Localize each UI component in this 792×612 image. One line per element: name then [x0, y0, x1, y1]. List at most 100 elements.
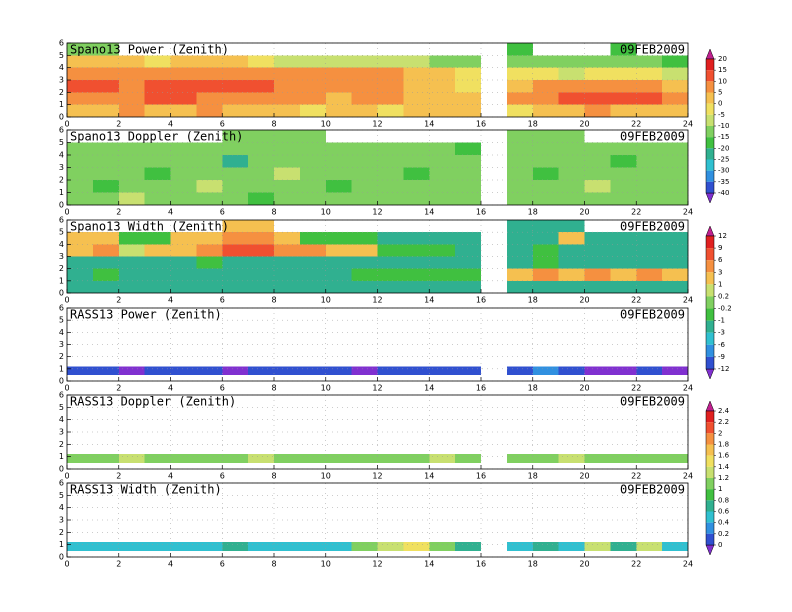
heat-cell	[351, 104, 378, 117]
heat-cell	[636, 142, 663, 155]
heat-cell	[92, 268, 119, 281]
heat-cell	[403, 244, 430, 257]
y-tick-label: 4	[59, 63, 64, 72]
heat-cell	[455, 104, 481, 117]
y-tick-label: 2	[59, 440, 64, 449]
x-tick-label: 16	[476, 120, 486, 129]
heat-cell	[377, 167, 404, 180]
panel-date: 09FEB2009	[620, 130, 685, 144]
heat-cell	[325, 280, 352, 293]
heat-cell	[662, 142, 688, 155]
x-tick-label: 12	[372, 120, 382, 129]
heat-cell	[455, 92, 481, 105]
x-tick-label: 8	[271, 208, 276, 217]
heat-cell	[636, 155, 663, 168]
heat-cell	[558, 104, 585, 117]
heat-cell	[610, 542, 637, 551]
plot-frame	[66, 307, 689, 382]
heat-cell	[325, 92, 352, 105]
colorbar-bin	[706, 114, 714, 126]
heat-cell	[584, 366, 611, 375]
heat-cell	[532, 67, 559, 80]
plot-frame	[66, 219, 689, 294]
heat-cell	[636, 167, 663, 180]
heat-cell	[248, 80, 274, 93]
colorbar-bin	[706, 148, 714, 160]
heat-cell	[299, 454, 326, 463]
heat-cell	[67, 67, 93, 80]
heat-cell	[377, 542, 404, 551]
colorbar-label: 3	[718, 268, 722, 276]
heat-cell	[92, 43, 119, 56]
heat-cell	[118, 80, 145, 93]
x-tick-label: 10	[321, 472, 331, 481]
colorbar-bin	[706, 103, 714, 115]
x-tick-label: 14	[424, 560, 434, 569]
heat-cell	[118, 244, 145, 257]
heat-cell	[455, 366, 481, 375]
heat-cell	[506, 244, 533, 257]
heat-cell	[170, 542, 197, 551]
colorbar-bin	[706, 533, 714, 545]
x-tick-label: 10	[321, 384, 331, 393]
colorbar-bin	[706, 466, 714, 478]
heat-cell	[584, 268, 611, 281]
heat-cell	[610, 80, 637, 93]
x-tick-label: 2	[116, 384, 121, 393]
x-tick-label: 0	[64, 472, 69, 481]
heat-cell	[377, 67, 404, 80]
heat-cell	[274, 256, 300, 269]
heat-cell	[455, 67, 481, 80]
colorbar-bin	[706, 59, 714, 71]
heat-cell	[610, 43, 637, 56]
heat-cell	[506, 104, 533, 117]
heat-cell	[144, 92, 171, 105]
heat-cell	[584, 55, 611, 68]
heat-cell	[532, 167, 559, 180]
heat-cell	[636, 104, 663, 117]
heat-cell	[170, 180, 197, 193]
panel-title: Spano13 Width (Zenith)	[70, 220, 229, 234]
heat-cell	[429, 244, 456, 257]
colorbar-bin	[706, 159, 714, 171]
y-tick-label: 2	[59, 176, 64, 185]
colorbar-bin	[706, 511, 714, 523]
y-tick-label: 4	[59, 415, 64, 424]
heat-cell	[144, 280, 171, 293]
heat-cell	[144, 155, 171, 168]
x-tick-label: 10	[321, 120, 331, 129]
heat-cell	[403, 542, 430, 551]
heat-cell	[118, 542, 145, 551]
x-tick-label: 12	[372, 384, 382, 393]
heat-cell	[222, 55, 249, 68]
heat-cell	[144, 232, 171, 245]
x-tick-label: 16	[476, 384, 486, 393]
x-tick-label: 8	[271, 472, 276, 481]
colorbar-label: -20	[718, 144, 729, 152]
heat-cell	[299, 268, 326, 281]
heat-cell	[662, 67, 688, 80]
heat-cell	[248, 180, 274, 193]
heat-cell	[662, 92, 688, 105]
heat-cell	[144, 542, 171, 551]
heat-cell	[662, 80, 688, 93]
y-tick-label: 1	[59, 364, 64, 373]
heat-cell	[144, 55, 171, 68]
heat-cell	[67, 366, 93, 375]
heat-cell	[92, 155, 119, 168]
x-tick-label: 8	[271, 560, 276, 569]
heat-cell	[506, 280, 533, 293]
heat-cell	[584, 67, 611, 80]
heat-cell	[377, 92, 404, 105]
colorbar-label: -15	[718, 133, 729, 141]
heat-cell	[170, 192, 197, 205]
heat-cell	[610, 256, 637, 269]
x-tick-label: 20	[579, 120, 589, 129]
plot-frame	[66, 482, 689, 558]
colorbar-bin	[706, 260, 714, 273]
y-tick-label: 0	[59, 201, 64, 210]
colorbar-bin	[706, 126, 714, 138]
heat-cell	[144, 167, 171, 180]
colorbar-label: 1.6	[718, 452, 730, 460]
